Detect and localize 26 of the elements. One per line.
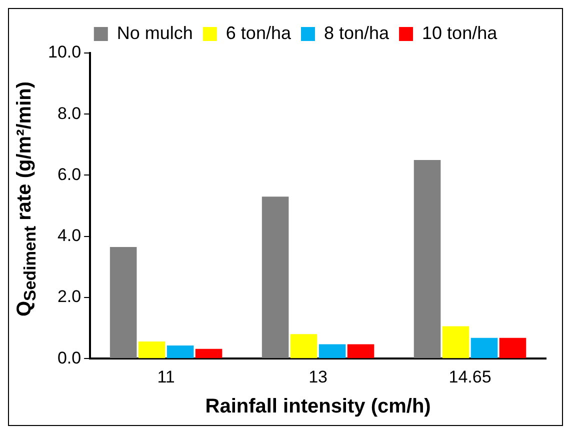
- legend-label: 6 ton/ha: [226, 22, 292, 43]
- bar: [262, 196, 289, 358]
- x-axis-title: Rainfall intensity (cm/h): [205, 396, 431, 418]
- bar: [290, 334, 318, 358]
- bar: [318, 344, 346, 358]
- bar: [195, 348, 222, 358]
- bar: [414, 160, 441, 358]
- bar: [166, 345, 194, 358]
- y-tick-label: 2.0: [57, 287, 82, 306]
- legend-label: 8 ton/ha: [324, 22, 390, 43]
- legend-label: 10 ton/ha: [422, 22, 498, 43]
- legend-label: No mulch: [116, 22, 193, 43]
- x-tick-label: 11: [157, 367, 175, 386]
- y-tick-label: 0.0: [57, 348, 82, 368]
- bar: [470, 338, 498, 358]
- bar: [138, 341, 166, 358]
- y-tick-label: 10.0: [48, 42, 82, 62]
- y-tick-label: 8.0: [57, 104, 82, 123]
- x-tick-label: 14.65: [448, 367, 492, 386]
- bar: [442, 326, 470, 358]
- bar: [499, 338, 526, 358]
- bar: [347, 344, 374, 358]
- bar: [110, 247, 137, 358]
- x-tick-label: 13: [308, 367, 328, 386]
- y-tick-label: 6.0: [57, 164, 82, 184]
- y-tick-label: 4.0: [57, 226, 82, 246]
